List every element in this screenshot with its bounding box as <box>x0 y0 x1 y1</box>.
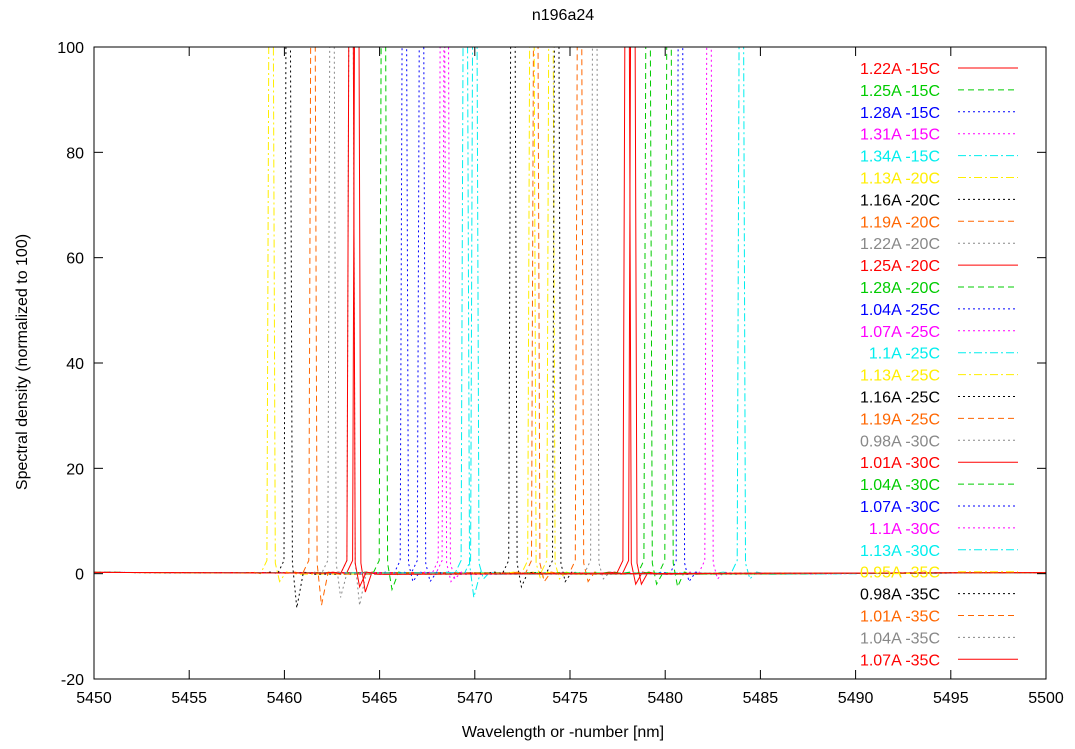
legend-label: 1.07A -30C <box>860 499 940 516</box>
series-layer <box>94 47 1046 608</box>
series-line-28 <box>94 47 1046 589</box>
legend-label: 1.07A -35C <box>860 652 940 669</box>
legend-label: 1.28A -20C <box>860 280 940 297</box>
y-axis-label: Spectral density (normalized to 100) <box>14 234 31 490</box>
series-line-25 <box>94 47 1046 608</box>
legend-label: 1.13A -30C <box>860 543 940 560</box>
legend-label: 1.19A -25C <box>860 411 940 428</box>
x-tick-label: 5490 <box>838 690 874 707</box>
legend-label: 1.04A -25C <box>860 302 940 319</box>
legend-label: 1.1A -30C <box>869 521 940 538</box>
x-axis-label: Wavelength or -number [nm] <box>462 724 664 741</box>
chart-title: n196a24 <box>532 7 594 24</box>
series-line-15 <box>94 47 1046 580</box>
x-tick-label: 5460 <box>267 690 303 707</box>
x-tick-label: 5455 <box>171 690 207 707</box>
y-tick-label: -20 <box>61 672 84 689</box>
x-tick-label: 5485 <box>743 690 779 707</box>
y-tick-label: 20 <box>66 461 84 478</box>
legend-label: 1.04A -35C <box>860 630 940 647</box>
series-line-9 <box>94 47 1046 580</box>
legend-label: 1.01A -30C <box>860 455 940 472</box>
legend-label: 1.34A -15C <box>860 149 940 166</box>
legend-label: 1.13A -20C <box>860 171 940 188</box>
legend-label: 1.31A -15C <box>860 127 940 144</box>
series-line-14 <box>94 47 1046 598</box>
legend-label: 0.95A -35C <box>860 565 940 582</box>
series-line-11 <box>94 47 1046 589</box>
y-tick-label: 80 <box>66 145 84 162</box>
legend-label: 1.01A -35C <box>860 609 940 626</box>
legend-label: 1.28A -15C <box>860 105 940 122</box>
legend-label: 1.13A -25C <box>860 368 940 385</box>
x-tick-label: 5500 <box>1028 690 1064 707</box>
series-line-12 <box>94 47 1046 583</box>
series-line-6 <box>94 47 1046 580</box>
x-tick-label: 5480 <box>647 690 683 707</box>
legend-label: 1.22A -20C <box>860 236 940 253</box>
x-tick-label: 5475 <box>552 690 588 707</box>
series-line-23 <box>94 47 1046 580</box>
x-tick-label: 5470 <box>457 690 493 707</box>
legend-label: 1.16A -20C <box>860 192 940 209</box>
series-line-10 <box>94 47 1046 586</box>
legend-label: 1.07A -25C <box>860 324 940 341</box>
series-line-24 <box>94 47 1046 583</box>
series-line-2 <box>94 47 1046 586</box>
series-line-17 <box>94 47 1046 583</box>
y-tick-label: 40 <box>66 356 84 373</box>
series-line-1 <box>94 47 1046 586</box>
legend-label: 1.25A -20C <box>860 258 940 275</box>
legend-label: 1.19A -20C <box>860 214 940 231</box>
legend: 1.22A -15C 1.25A -15C 1.28A -15C 1.31A -15C… <box>860 61 1018 669</box>
series-line-4 <box>94 47 1046 580</box>
legend-label: 1.25A -15C <box>860 83 940 100</box>
x-tick-label: 5465 <box>362 690 398 707</box>
x-tick-label: 5450 <box>76 690 112 707</box>
legend-label: 0.98A -35C <box>860 587 940 604</box>
y-tick-label: 60 <box>66 251 84 268</box>
y-tick-label: 100 <box>57 40 84 57</box>
legend-label: 1.1A -25C <box>869 346 940 363</box>
series-line-5 <box>94 47 1046 580</box>
legend-label: 0.98A -30C <box>860 433 940 450</box>
axes-layer: 5450 5455 5460 5465 5470 5475 5480 5485 5490 5495… <box>57 40 1064 707</box>
legend-label: 1.22A -15C <box>860 61 940 78</box>
legend-label: 1.04A -30C <box>860 477 940 494</box>
x-tick-label: 5495 <box>933 690 969 707</box>
legend-label: 1.16A -25C <box>860 390 940 407</box>
y-tick-label: 0 <box>75 567 84 584</box>
